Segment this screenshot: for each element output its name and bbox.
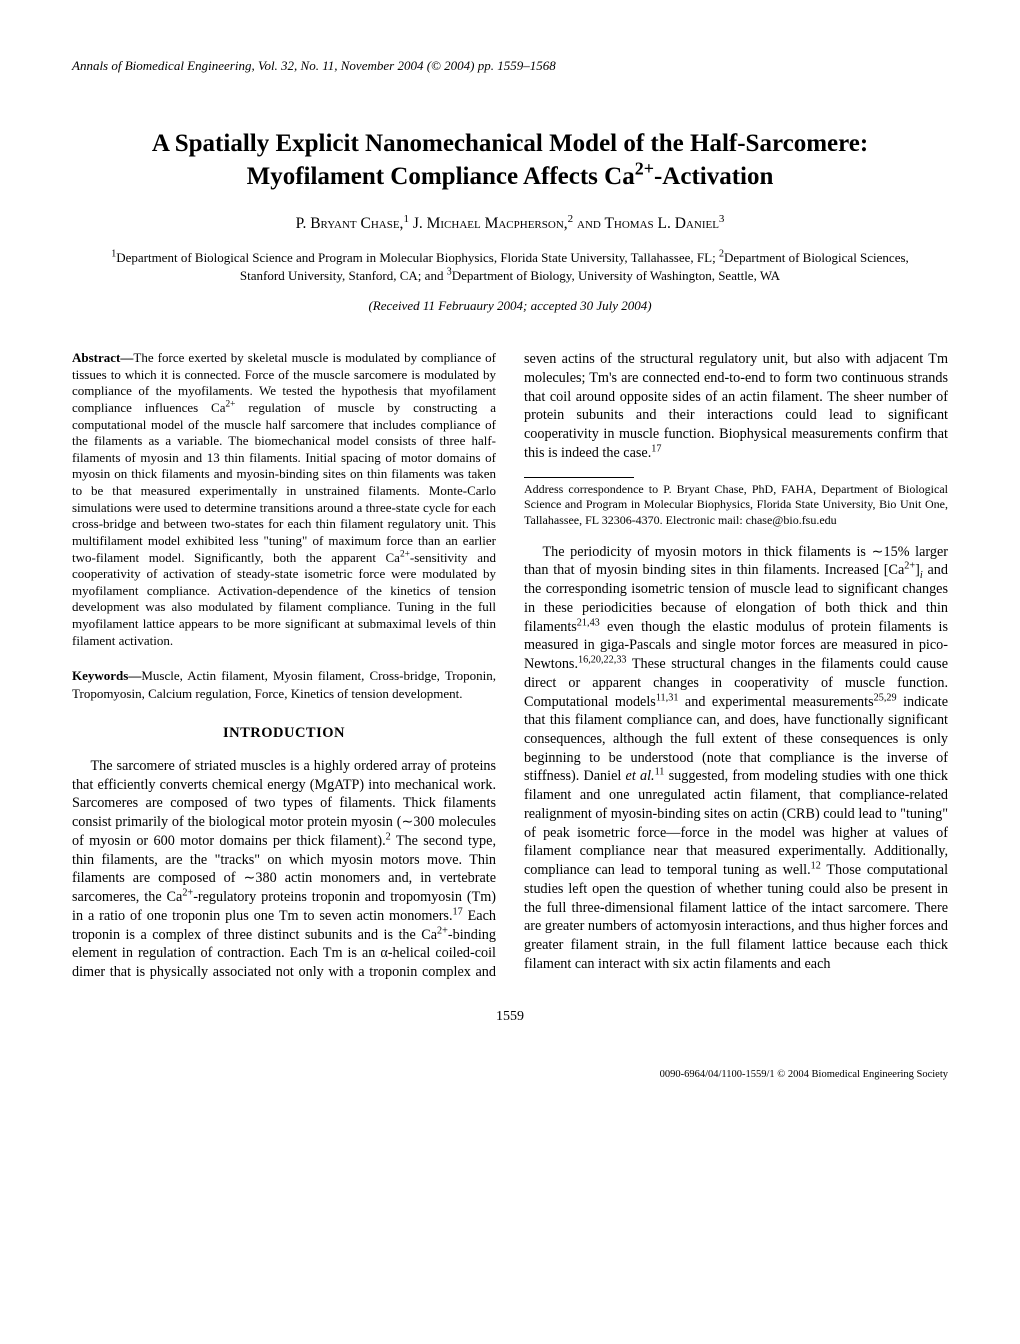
- paper-title: A Spatially Explicit Nanomechanical Mode…: [72, 128, 948, 193]
- title-line-1: A Spatially Explicit Nanomechanical Mode…: [152, 130, 868, 157]
- two-column-body: Abstract—The force exerted by skeletal m…: [72, 350, 948, 985]
- ref-17a: 17: [453, 906, 463, 917]
- etal: et al.: [626, 768, 655, 784]
- intro-paragraph-2: The periodicity of myosin motors in thic…: [524, 543, 948, 974]
- ref-16etc: 16,20,22,33: [578, 654, 627, 665]
- ref-11: 11: [655, 767, 665, 778]
- title-line-2a: Myofilament Compliance Affects Ca: [247, 163, 635, 190]
- section-heading-introduction: INTRODUCTION: [72, 724, 496, 743]
- page-number: 1559: [72, 1009, 948, 1025]
- abstract-sup-2: 2+: [400, 549, 410, 559]
- ref-17b: 17: [651, 443, 661, 454]
- author-affil-sup-2: 2: [568, 213, 574, 225]
- ref-11-31: 11,31: [656, 692, 679, 703]
- abstract-sup-1: 2+: [226, 400, 236, 410]
- author-affil-sup-1: 1: [403, 213, 409, 225]
- intro-p2-a: The periodicity of myosin motors in thic…: [524, 544, 948, 579]
- affil-text-3: Department of Biology, University of Was…: [452, 268, 780, 283]
- ref-12: 12: [811, 860, 821, 871]
- affiliations: 1Department of Biological Science and Pr…: [92, 249, 928, 284]
- running-header: Annals of Biomedical Engineering, Vol. 3…: [72, 58, 948, 74]
- author-affil-sup-3: 3: [719, 213, 725, 225]
- ca-sup-2: 2+: [437, 925, 448, 936]
- footer-copyright: 0090-6964/04/1100-1559/1 © 2004 Biomedic…: [0, 1065, 1020, 1092]
- affil-text-1: Department of Biological Science and Pro…: [116, 250, 719, 265]
- intro-p2-h: Those computational studies left open th…: [524, 862, 948, 972]
- footnote-block: Address correspondence to P. Bryant Chas…: [524, 477, 948, 529]
- ref-21-43: 21,43: [577, 617, 600, 628]
- correspondence-footnote: Address correspondence to P. Bryant Chas…: [524, 482, 948, 529]
- abstract-label: Abstract—: [72, 350, 133, 365]
- intro-p2-e: and experimental measurements: [678, 694, 873, 710]
- footnote-rule: [524, 477, 634, 478]
- keywords: Keywords—Muscle, Actin filament, Myosin …: [72, 667, 496, 701]
- ca-sup-3: 2+: [904, 561, 915, 572]
- title-superscript: 2+: [635, 158, 654, 178]
- abstract: Abstract—The force exerted by skeletal m…: [72, 350, 496, 649]
- ca-sup-1: 2+: [182, 887, 193, 898]
- authors: P. Bryant Chase,1 J. Michael Macpherson,…: [72, 215, 948, 233]
- intro-p1-c: -regulatory proteins troponin and tropom…: [193, 889, 496, 905]
- keywords-label: Keywords—: [72, 668, 141, 683]
- received-dates: (Received 11 Februaury 2004; accepted 30…: [72, 298, 948, 314]
- intro-p1-d: in a ratio of one troponin plus one Tm t…: [72, 908, 453, 924]
- ref-25-29: 25,29: [874, 692, 897, 703]
- abstract-text-2: regulation of muscle by constructing a c…: [72, 400, 496, 565]
- title-line-2b: -Activation: [654, 163, 773, 190]
